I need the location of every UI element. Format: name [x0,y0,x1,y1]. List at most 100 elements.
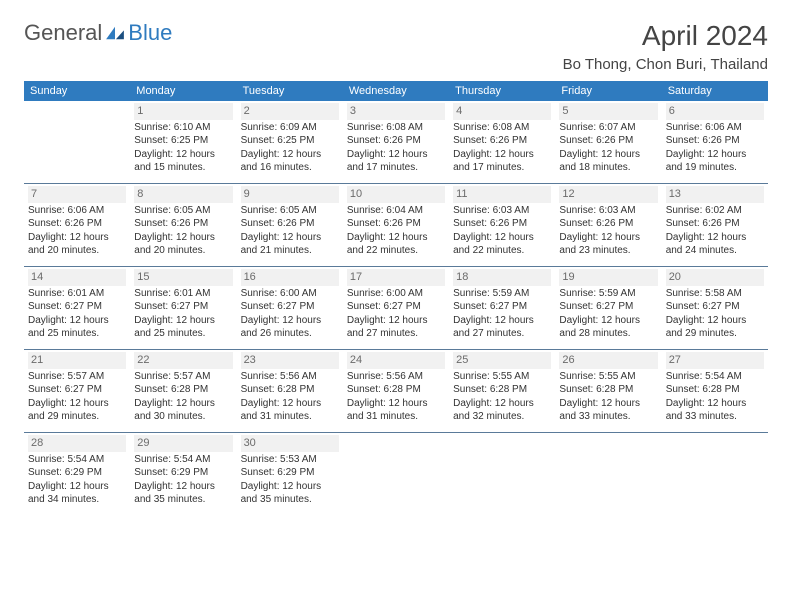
day-cell: 4Sunrise: 6:08 AMSunset: 6:26 PMDaylight… [449,101,555,183]
sunrise-text: Sunrise: 5:59 AM [559,287,657,301]
sunset-text: Sunset: 6:27 PM [559,300,657,314]
sunset-text: Sunset: 6:26 PM [241,217,339,231]
day-cell [24,101,130,183]
daylight-text: Daylight: 12 hours and 25 minutes. [28,314,126,341]
day-number: 7 [28,186,126,203]
sunset-text: Sunset: 6:25 PM [134,134,232,148]
sunrise-text: Sunrise: 6:09 AM [241,121,339,135]
day-cell: 29Sunrise: 5:54 AMSunset: 6:29 PMDayligh… [130,433,236,515]
sunrise-text: Sunrise: 5:54 AM [28,453,126,467]
sunset-text: Sunset: 6:27 PM [241,300,339,314]
sunrise-text: Sunrise: 6:06 AM [666,121,764,135]
sunset-text: Sunset: 6:26 PM [453,134,551,148]
day-number: 25 [453,352,551,369]
sunset-text: Sunset: 6:28 PM [241,383,339,397]
day-number: 9 [241,186,339,203]
week-row: 14Sunrise: 6:01 AMSunset: 6:27 PMDayligh… [24,266,768,349]
daylight-text: Daylight: 12 hours and 22 minutes. [453,231,551,258]
day-cell: 16Sunrise: 6:00 AMSunset: 6:27 PMDayligh… [237,267,343,349]
sunset-text: Sunset: 6:28 PM [666,383,764,397]
sunrise-text: Sunrise: 5:54 AM [666,370,764,384]
day-cell: 5Sunrise: 6:07 AMSunset: 6:26 PMDaylight… [555,101,661,183]
day-number: 20 [666,269,764,286]
day-number: 4 [453,103,551,120]
week-row: 7Sunrise: 6:06 AMSunset: 6:26 PMDaylight… [24,183,768,266]
day-cell: 26Sunrise: 5:55 AMSunset: 6:28 PMDayligh… [555,350,661,432]
daylight-text: Daylight: 12 hours and 33 minutes. [666,397,764,424]
day-cell: 25Sunrise: 5:55 AMSunset: 6:28 PMDayligh… [449,350,555,432]
day-cell: 13Sunrise: 6:02 AMSunset: 6:26 PMDayligh… [662,184,768,266]
title-block: April 2024 Bo Thong, Chon Buri, Thailand [563,20,768,73]
sunrise-text: Sunrise: 6:10 AM [134,121,232,135]
sunrise-text: Sunrise: 6:01 AM [28,287,126,301]
sunrise-text: Sunrise: 6:03 AM [559,204,657,218]
sunrise-text: Sunrise: 6:03 AM [453,204,551,218]
sunset-text: Sunset: 6:27 PM [28,300,126,314]
week-row: 1Sunrise: 6:10 AMSunset: 6:25 PMDaylight… [24,101,768,183]
day-header-friday: Friday [555,81,661,101]
day-header-thursday: Thursday [449,81,555,101]
sunset-text: Sunset: 6:27 PM [134,300,232,314]
day-number: 11 [453,186,551,203]
day-number: 30 [241,435,339,452]
sunset-text: Sunset: 6:26 PM [453,217,551,231]
day-header-sunday: Sunday [24,81,130,101]
day-cell [449,433,555,515]
day-number: 13 [666,186,764,203]
sunrise-text: Sunrise: 6:05 AM [241,204,339,218]
page-header: General Blue April 2024 Bo Thong, Chon B… [24,20,768,73]
week-row: 21Sunrise: 5:57 AMSunset: 6:27 PMDayligh… [24,349,768,432]
day-cell: 30Sunrise: 5:53 AMSunset: 6:29 PMDayligh… [237,433,343,515]
day-cell: 23Sunrise: 5:56 AMSunset: 6:28 PMDayligh… [237,350,343,432]
daylight-text: Daylight: 12 hours and 34 minutes. [28,480,126,507]
day-number: 8 [134,186,232,203]
day-cell: 22Sunrise: 5:57 AMSunset: 6:28 PMDayligh… [130,350,236,432]
sunset-text: Sunset: 6:26 PM [347,134,445,148]
day-number: 22 [134,352,232,369]
daylight-text: Daylight: 12 hours and 26 minutes. [241,314,339,341]
sunrise-text: Sunrise: 6:08 AM [347,121,445,135]
daylight-text: Daylight: 12 hours and 35 minutes. [241,480,339,507]
daylight-text: Daylight: 12 hours and 32 minutes. [453,397,551,424]
day-cell: 15Sunrise: 6:01 AMSunset: 6:27 PMDayligh… [130,267,236,349]
day-cell: 10Sunrise: 6:04 AMSunset: 6:26 PMDayligh… [343,184,449,266]
week-row: 28Sunrise: 5:54 AMSunset: 6:29 PMDayligh… [24,432,768,515]
sunrise-text: Sunrise: 5:55 AM [453,370,551,384]
day-number: 12 [559,186,657,203]
sunset-text: Sunset: 6:28 PM [453,383,551,397]
day-number: 10 [347,186,445,203]
sunset-text: Sunset: 6:27 PM [666,300,764,314]
sunrise-text: Sunrise: 5:57 AM [134,370,232,384]
daylight-text: Daylight: 12 hours and 31 minutes. [241,397,339,424]
day-number: 17 [347,269,445,286]
sunrise-text: Sunrise: 6:00 AM [241,287,339,301]
day-cell: 3Sunrise: 6:08 AMSunset: 6:26 PMDaylight… [343,101,449,183]
sunset-text: Sunset: 6:26 PM [666,134,764,148]
sunset-text: Sunset: 6:27 PM [28,383,126,397]
day-number: 16 [241,269,339,286]
day-number: 24 [347,352,445,369]
day-number: 26 [559,352,657,369]
daylight-text: Daylight: 12 hours and 27 minutes. [347,314,445,341]
daylight-text: Daylight: 12 hours and 21 minutes. [241,231,339,258]
day-number: 23 [241,352,339,369]
sunset-text: Sunset: 6:26 PM [134,217,232,231]
daylight-text: Daylight: 12 hours and 20 minutes. [134,231,232,258]
daylight-text: Daylight: 12 hours and 30 minutes. [134,397,232,424]
day-number: 15 [134,269,232,286]
day-number: 19 [559,269,657,286]
day-header-wednesday: Wednesday [343,81,449,101]
daylight-text: Daylight: 12 hours and 18 minutes. [559,148,657,175]
day-cell: 28Sunrise: 5:54 AMSunset: 6:29 PMDayligh… [24,433,130,515]
daylight-text: Daylight: 12 hours and 29 minutes. [28,397,126,424]
daylight-text: Daylight: 12 hours and 17 minutes. [347,148,445,175]
day-cell: 21Sunrise: 5:57 AMSunset: 6:27 PMDayligh… [24,350,130,432]
daylight-text: Daylight: 12 hours and 15 minutes. [134,148,232,175]
day-number: 14 [28,269,126,286]
sunrise-text: Sunrise: 5:53 AM [241,453,339,467]
day-cell: 8Sunrise: 6:05 AMSunset: 6:26 PMDaylight… [130,184,236,266]
day-number: 5 [559,103,657,120]
sunrise-text: Sunrise: 6:00 AM [347,287,445,301]
calendar-table: SundayMondayTuesdayWednesdayThursdayFrid… [24,81,768,515]
daylight-text: Daylight: 12 hours and 28 minutes. [559,314,657,341]
